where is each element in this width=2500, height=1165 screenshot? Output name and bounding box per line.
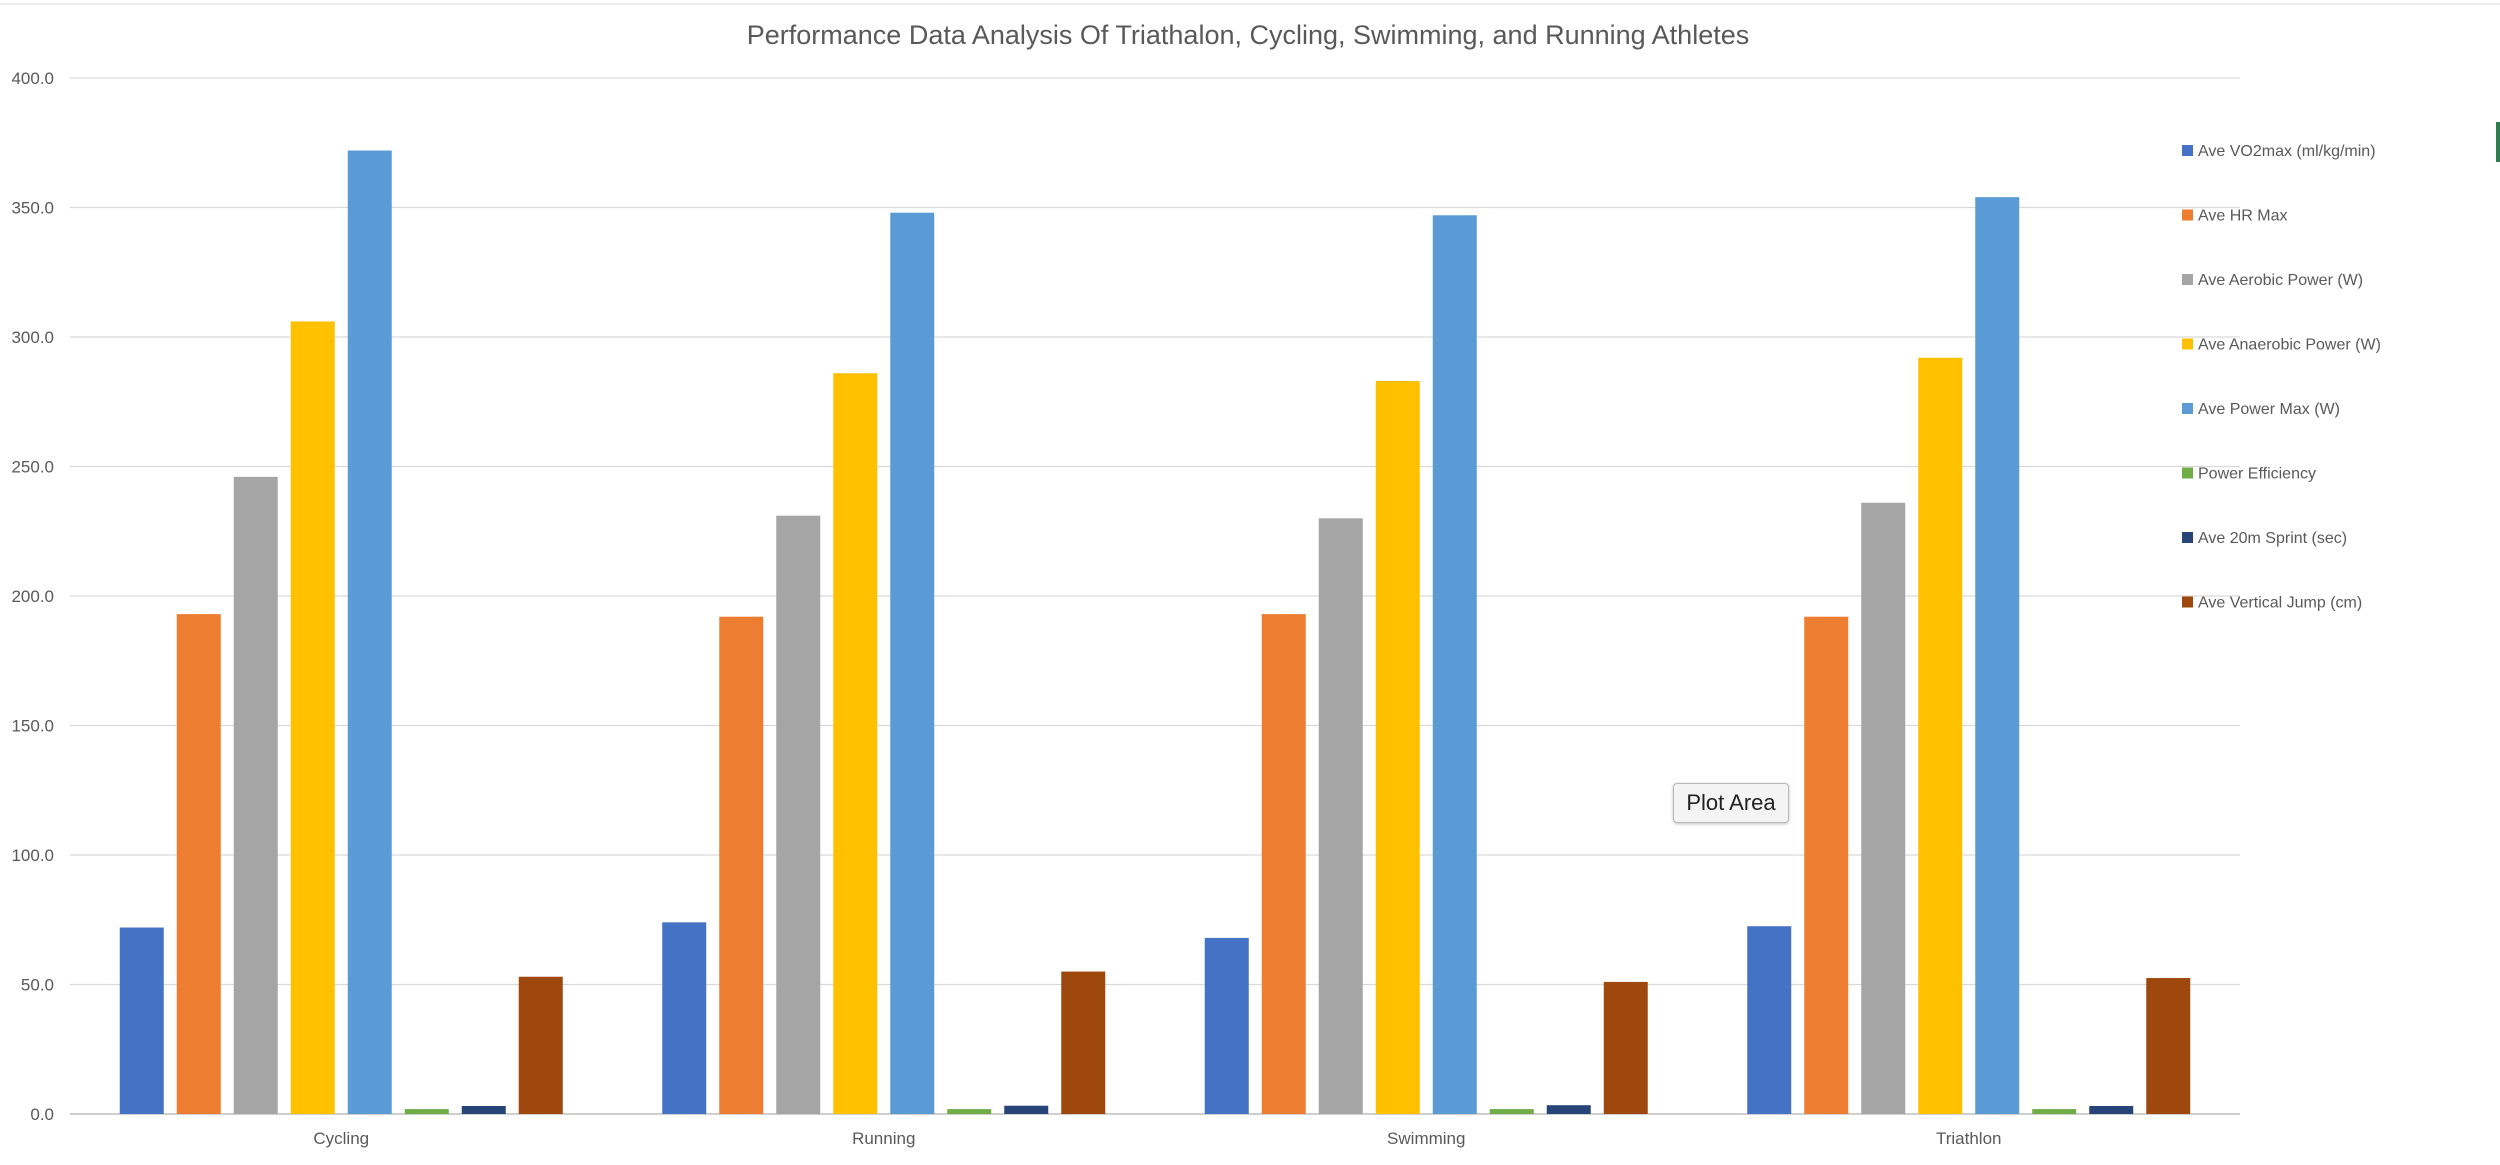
legend-label: Ave 20m Sprint (sec) [2198, 530, 2347, 547]
bar [1004, 1105, 1049, 1114]
bar [1918, 357, 1963, 1115]
bar [290, 321, 335, 1115]
legend-swatch [2182, 274, 2193, 285]
bar [776, 515, 821, 1114]
plot-area-tooltip: Plot Area [1673, 783, 1789, 823]
bar [1747, 926, 1792, 1114]
y-tick-label: 50.0 [21, 976, 54, 995]
bar [1318, 518, 1363, 1114]
bar [890, 212, 935, 1114]
legend-swatch [2182, 467, 2193, 479]
legend-swatch [2182, 338, 2193, 350]
y-tick-label: 350.0 [11, 199, 54, 218]
bar [461, 1105, 506, 1114]
window-edge-accent [2496, 122, 2500, 162]
bar [947, 1109, 992, 1114]
bar [347, 150, 392, 1114]
bar [1861, 502, 1906, 1114]
legend-label: Ave HR Max [2198, 208, 2288, 225]
bar [518, 976, 563, 1114]
x-tick-label: Swimming [1387, 1129, 1465, 1148]
legend-swatch [2182, 145, 2193, 156]
bar [1375, 381, 1420, 1114]
bar [1061, 971, 1106, 1114]
bar [833, 373, 878, 1114]
x-tick-label: Running [852, 1129, 915, 1148]
bar [1432, 215, 1477, 1114]
legend-label: Ave Vertical Jump (cm) [2198, 595, 2362, 612]
bar [404, 1109, 449, 1114]
legend-label: Ave Anaerobic Power (W) [2198, 337, 2381, 354]
bar [1546, 1105, 1591, 1114]
legend-swatch [2182, 403, 2193, 414]
bar [1975, 197, 2020, 1114]
x-tick-label: Cycling [313, 1129, 369, 1148]
bar [119, 927, 164, 1114]
legend-swatch [2182, 532, 2193, 543]
legend-label: Ave VO2max (ml/kg/min) [2198, 143, 2376, 160]
bar [2089, 1105, 2134, 1114]
y-tick-label: 400.0 [11, 69, 54, 88]
y-tick-label: 100.0 [11, 846, 54, 865]
bar [1603, 981, 1648, 1114]
legend-swatch [2182, 596, 2193, 608]
legend-label: Ave Power Max (W) [2198, 401, 2340, 418]
bar [1804, 616, 1849, 1114]
legend-label: Power Efficiency [2198, 466, 2316, 483]
chart-title: Performance Data Analysis Of Triathalon,… [747, 20, 1749, 50]
bar [176, 614, 221, 1114]
x-tick-label: Triathlon [1936, 1129, 2002, 1148]
bar [2146, 978, 2191, 1114]
y-tick-label: 300.0 [11, 328, 54, 347]
legend-swatch [2182, 209, 2193, 221]
y-tick-label: 150.0 [11, 717, 54, 736]
y-tick-label: 200.0 [11, 587, 54, 606]
bar [1204, 937, 1249, 1114]
bar [1261, 614, 1306, 1114]
bar [719, 616, 764, 1114]
bar [1489, 1109, 1534, 1114]
y-tick-label: 250.0 [11, 458, 54, 477]
bar [2032, 1109, 2077, 1114]
y-tick-label: 0.0 [30, 1105, 54, 1124]
bar [662, 922, 707, 1114]
legend-label: Ave Aerobic Power (W) [2198, 272, 2363, 289]
bar [233, 476, 278, 1114]
